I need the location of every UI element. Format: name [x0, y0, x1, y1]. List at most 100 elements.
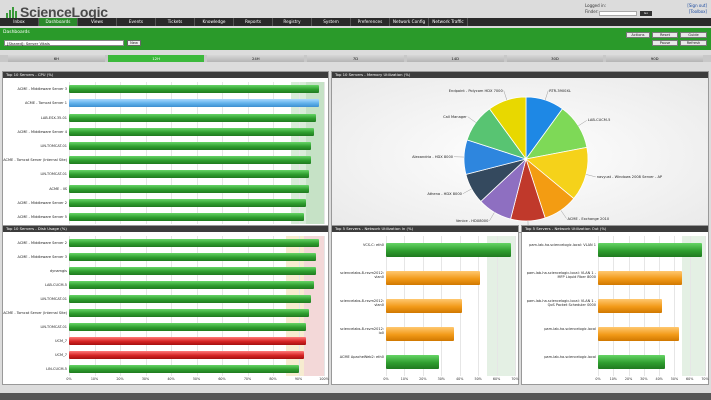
pie-leader-line [467, 116, 476, 123]
x-tick-label: 40% [167, 377, 175, 381]
x-tick-label: 90% [294, 377, 303, 381]
bar-3[interactable] [386, 299, 462, 313]
bar-5[interactable] [69, 295, 312, 303]
bar-3[interactable] [598, 299, 663, 313]
bar-8[interactable] [69, 184, 309, 193]
bar-4[interactable] [69, 127, 314, 136]
bar-6[interactable] [69, 156, 312, 165]
pie-slice-3[interactable] [525, 146, 589, 200]
memory-panel: Top 10 Servers - Memory Utilization (%) … [331, 71, 709, 233]
timerange-14d[interactable]: 14D [406, 55, 504, 62]
bar-2[interactable] [69, 253, 317, 261]
bar-8[interactable] [69, 337, 307, 345]
nav-tab-system[interactable]: System [312, 18, 351, 26]
x-tick-label: 60% [492, 377, 501, 381]
pie-leader-line [489, 212, 495, 222]
threshold-band [682, 236, 705, 376]
gridline [145, 236, 147, 376]
nav-tab-events[interactable]: Events [117, 18, 156, 26]
dashboard-toolbar: Dashboards [Shared]: Server Vitals New A… [0, 28, 711, 50]
gridline [273, 82, 274, 224]
bar-7[interactable] [69, 170, 309, 179]
timerange-90d[interactable]: 90D [606, 55, 704, 62]
timerange-24h[interactable]: 24H [207, 55, 305, 62]
x-tick-label: 30% [437, 377, 445, 381]
bar-2[interactable] [386, 271, 480, 285]
nav-tab-network-config[interactable]: Network Config [390, 18, 429, 26]
pie-leader-line [586, 174, 596, 178]
gridline [298, 82, 300, 224]
gridline [120, 236, 121, 376]
guide-button[interactable]: Guide [680, 32, 707, 38]
signout-link[interactable]: [Sign out] [687, 3, 707, 8]
new-dashboard-button[interactable]: New [127, 40, 141, 46]
bar-3[interactable] [69, 267, 317, 275]
bar-5[interactable] [69, 141, 312, 150]
category-label: ACME ApacheWeb2: eth0 [339, 355, 384, 359]
x-tick-label: 60% [686, 377, 694, 381]
bar-7[interactable] [69, 323, 307, 331]
top-navigation: Inbox Dashboards Views Events Tickets Knowled… [0, 18, 711, 26]
gridline [705, 236, 706, 376]
nav-tab-network-traffic[interactable]: Network Traffic [429, 18, 468, 26]
timerange-7d[interactable]: 7D [307, 55, 404, 62]
bar-3[interactable] [69, 113, 317, 122]
bar-2[interactable] [69, 99, 319, 108]
reset-button[interactable]: Reset [652, 32, 678, 38]
bar-6[interactable] [69, 309, 309, 317]
dashboard-select[interactable]: [Shared]: Server Vitals [4, 40, 124, 46]
gridline [478, 236, 480, 376]
bar-5[interactable] [386, 355, 440, 369]
pause-button[interactable]: Pause [652, 40, 678, 46]
bar-1[interactable] [69, 85, 319, 94]
pie-label: RTR-3900XL [549, 88, 571, 93]
category-label: ACME - IIS [49, 186, 67, 191]
actions-button[interactable]: Actions [626, 32, 650, 38]
category-label: ACME - Middleware Server 2 [17, 241, 67, 245]
category-label: sciencelabs-8-rsvm2012: lo0 [340, 327, 384, 335]
nav-tab-registry[interactable]: Registry [273, 18, 312, 26]
gridline [196, 82, 198, 224]
bar-4[interactable] [598, 327, 679, 341]
gridline [324, 82, 325, 224]
x-tick-label: 10% [400, 377, 409, 381]
bar-5[interactable] [598, 355, 666, 369]
bar-4[interactable] [386, 327, 455, 341]
bar-1[interactable] [69, 239, 319, 247]
nav-tab-views[interactable]: Views [78, 18, 117, 26]
bar-4[interactable] [69, 281, 314, 289]
timerange-6h[interactable]: 6H [8, 55, 105, 62]
category-label: LIN-TOMCAT-01 [40, 172, 67, 177]
x-tick-label: 30% [141, 377, 150, 381]
category-label: LIN-TOMCAT-01 [40, 143, 67, 148]
bar-10[interactable] [69, 212, 304, 221]
net-out-panel-title: Top 5 Servers - Network Utilization Out … [522, 226, 708, 232]
bar-9[interactable] [69, 351, 304, 359]
nav-tab-inbox[interactable]: Inbox [0, 18, 39, 26]
gridline [69, 82, 70, 224]
x-tick-label: 20% [624, 377, 633, 381]
disk-panel-title: Top 10 Servers - Disk Usage (%) [3, 226, 328, 232]
timerange-12h[interactable]: 12H [107, 55, 205, 62]
gridline [515, 236, 516, 376]
nav-tab-dashboards[interactable]: Dashboards [39, 18, 78, 26]
toolbox-link[interactable]: [Toolbox] [688, 9, 707, 14]
x-tick-label: 100% [319, 377, 329, 381]
bar-10[interactable] [69, 365, 299, 373]
bar-9[interactable] [69, 198, 307, 207]
gridline [145, 82, 147, 224]
memory-chart: RTR-3900XL LAB-CUCM-5 navyust - Windows 20… [332, 78, 708, 233]
nav-tab-tickets[interactable]: Tickets [156, 18, 195, 26]
logo-bars-icon [6, 6, 18, 22]
bar-1[interactable] [386, 243, 512, 257]
finder-go-button[interactable]: Go [640, 11, 652, 16]
nav-tab-preferences[interactable]: Preferences [351, 18, 390, 26]
bar-1[interactable] [598, 243, 702, 257]
timerange-30d[interactable]: 30D [506, 55, 604, 62]
nav-tab-reports[interactable]: Reports [234, 18, 273, 26]
refresh-button[interactable]: Refresh [680, 40, 707, 46]
finder-input[interactable] [599, 11, 637, 16]
cpu-panel-title: Top 10 Servers - CPU (%) [3, 72, 328, 78]
bar-2[interactable] [598, 271, 683, 285]
nav-tab-knowledge[interactable]: Knowledge [195, 18, 234, 26]
